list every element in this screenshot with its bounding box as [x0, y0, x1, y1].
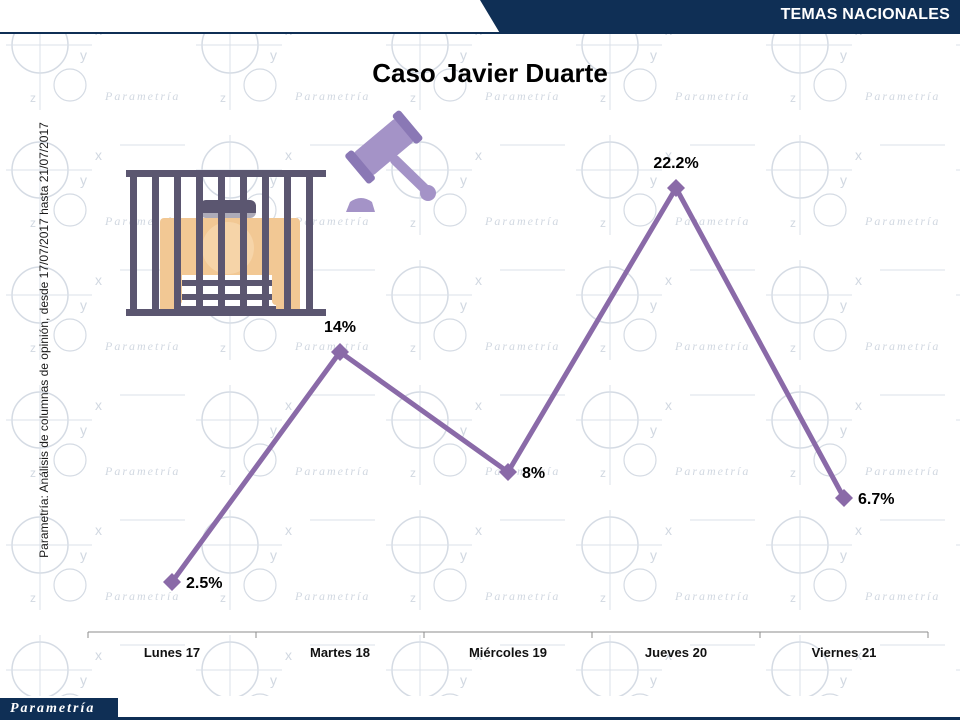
x-tick-label: Viernes 21 — [812, 645, 877, 660]
header-divider — [0, 32, 960, 34]
x-tick-label: Miércoles 19 — [469, 645, 547, 660]
footer-line — [0, 717, 960, 720]
data-point-marker — [163, 573, 181, 591]
data-point-marker — [331, 343, 349, 361]
data-label: 22.2% — [653, 155, 698, 172]
data-point-marker — [499, 463, 517, 481]
x-tick-label: Lunes 17 — [144, 645, 200, 660]
data-point-marker — [667, 179, 685, 197]
chart-title: Caso Javier Duarte — [372, 58, 608, 88]
data-label: 14% — [324, 319, 356, 336]
section-label: TEMAS NACIONALES — [780, 6, 950, 23]
jail-cell-icon — [126, 170, 326, 316]
header-bar — [480, 0, 960, 32]
x-tick-label: Jueves 20 — [645, 645, 707, 660]
x-tick-label: Martes 18 — [310, 645, 370, 660]
data-label: 6.7% — [858, 491, 894, 508]
gavel-icon — [345, 110, 436, 212]
footer-logo: Parametría — [0, 698, 118, 720]
data-point-marker — [835, 489, 853, 507]
data-label: 2.5% — [186, 575, 222, 592]
data-label: 8% — [522, 465, 545, 482]
